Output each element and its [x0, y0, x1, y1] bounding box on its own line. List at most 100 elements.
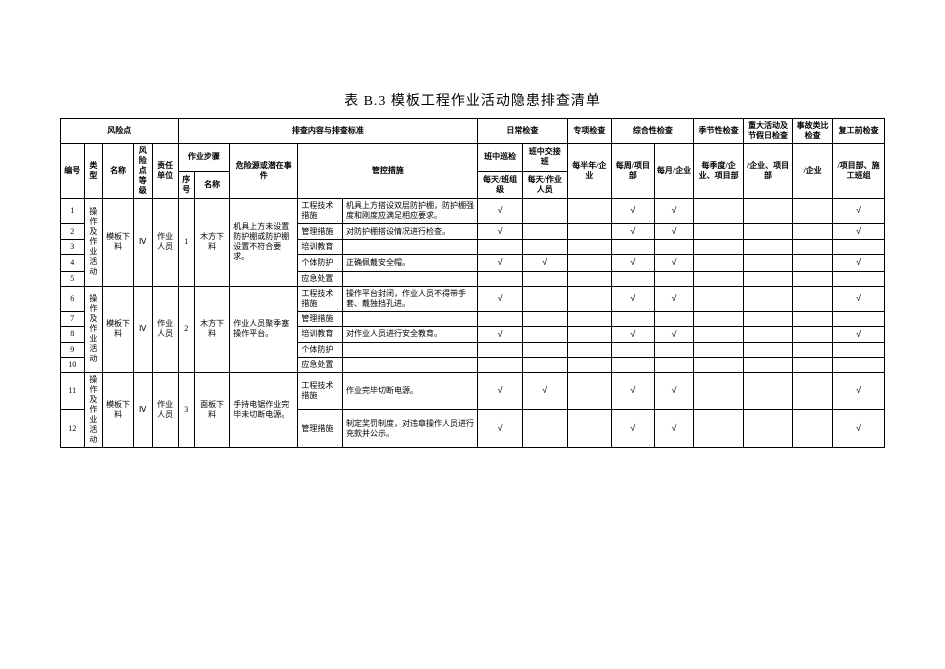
- check-cell: √: [478, 224, 523, 240]
- cell-measure-type: 工程技术措施: [298, 286, 343, 311]
- check-cell: [743, 240, 792, 255]
- cell-measure-type: 个体防护: [298, 342, 343, 357]
- cell-name: 模板下料: [103, 372, 134, 447]
- check-cell: [478, 271, 523, 286]
- check-cell: [567, 326, 612, 342]
- cell-measure-type: 培训教育: [298, 326, 343, 342]
- check-cell: √: [612, 255, 654, 271]
- check-cell: √: [654, 255, 694, 271]
- cell-measure-type: 应急处置: [298, 271, 343, 286]
- check-cell: [654, 271, 694, 286]
- cell-measure: 正确佩戴安全帽。: [343, 255, 478, 271]
- check-cell: √: [654, 199, 694, 224]
- check-cell: [793, 410, 833, 448]
- check-cell: [567, 342, 612, 357]
- check-cell: [522, 342, 567, 357]
- cell-step-name: 木方下料: [194, 286, 229, 372]
- check-cell: √: [522, 372, 567, 410]
- check-cell: √: [833, 286, 885, 311]
- hdr-measure: 管控措施: [298, 144, 478, 199]
- check-cell: √: [833, 199, 885, 224]
- check-cell: [743, 342, 792, 357]
- cell-seq: 2: [61, 224, 85, 240]
- check-cell: [654, 357, 694, 372]
- check-cell: [522, 311, 567, 326]
- check-cell: [567, 311, 612, 326]
- hdr-risk-point: 风险点: [61, 119, 179, 144]
- table-header: 风险点 排查内容与排查标准 日常检查 专项检查 综合性检查 季节性检查 重大活动…: [61, 119, 885, 199]
- check-cell: [522, 271, 567, 286]
- check-cell: [793, 286, 833, 311]
- check-cell: [793, 255, 833, 271]
- cell-hazard: 作业人员聚季塞操作平台。: [230, 286, 298, 372]
- check-cell: [793, 224, 833, 240]
- cell-measure: [343, 271, 478, 286]
- hdr-daily-sub1: 每天/班组级: [478, 171, 523, 199]
- check-cell: [522, 357, 567, 372]
- cell-level: Ⅳ: [133, 372, 152, 447]
- cell-seq: 5: [61, 271, 85, 286]
- check-cell: [478, 342, 523, 357]
- check-cell: [694, 410, 743, 448]
- hdr-resume: 复工前检查: [833, 119, 885, 144]
- check-cell: √: [833, 326, 885, 342]
- check-cell: [654, 342, 694, 357]
- check-cell: √: [612, 286, 654, 311]
- check-cell: √: [654, 224, 694, 240]
- hdr-comprehensive: 综合性检查: [612, 119, 694, 144]
- check-cell: [793, 342, 833, 357]
- cell-seq: 7: [61, 311, 85, 326]
- inspection-table: 风险点 排查内容与排查标准 日常检查 专项检查 综合性检查 季节性检查 重大活动…: [60, 118, 885, 448]
- check-cell: [833, 357, 885, 372]
- check-cell: [743, 410, 792, 448]
- hdr-daily-shift: 班中交接班: [522, 144, 567, 172]
- check-cell: [793, 326, 833, 342]
- check-cell: [793, 271, 833, 286]
- check-cell: [612, 357, 654, 372]
- cell-unit: 作业人员: [152, 286, 178, 372]
- check-cell: [612, 271, 654, 286]
- cell-hazard: 手持电锯作业完毕未切断电源。: [230, 372, 298, 447]
- check-cell: [567, 271, 612, 286]
- cell-seq: 3: [61, 240, 85, 255]
- check-cell: [478, 357, 523, 372]
- check-cell: √: [612, 199, 654, 224]
- check-cell: [522, 410, 567, 448]
- hdr-seq: 编号: [61, 144, 85, 199]
- check-cell: √: [478, 255, 523, 271]
- check-cell: [793, 372, 833, 410]
- cell-seq: 1: [61, 199, 85, 224]
- cell-seq: 10: [61, 357, 85, 372]
- hdr-level: 风险点等级: [133, 144, 152, 199]
- cell-measure: [343, 342, 478, 357]
- check-cell: √: [478, 326, 523, 342]
- cell-seq: 4: [61, 255, 85, 271]
- check-cell: √: [833, 255, 885, 271]
- hdr-inspect-std: 排查内容与排查标准: [178, 119, 478, 144]
- cell-measure-type: 工程技术措施: [298, 372, 343, 410]
- cell-step-no: 3: [178, 372, 194, 447]
- hdr-accident-sub: /企业: [793, 144, 833, 199]
- check-cell: [793, 240, 833, 255]
- check-cell: √: [478, 372, 523, 410]
- hdr-type: 类型: [84, 144, 103, 199]
- hdr-hazard: 危险源或潜在事件: [230, 144, 298, 199]
- check-cell: [694, 240, 743, 255]
- hdr-resume-sub: /项目部、施工班组: [833, 144, 885, 199]
- check-cell: √: [833, 224, 885, 240]
- check-cell: [654, 311, 694, 326]
- check-cell: √: [833, 372, 885, 410]
- check-cell: [694, 286, 743, 311]
- check-cell: √: [478, 286, 523, 311]
- check-cell: [743, 357, 792, 372]
- cell-hazard: 机具上方未设置防护棚或防护棚设置不符合要求。: [230, 199, 298, 287]
- check-cell: √: [654, 410, 694, 448]
- cell-step-name: 木方下料: [194, 199, 229, 287]
- check-cell: [743, 326, 792, 342]
- table-row: 6操作及作业活动模板下料Ⅳ作业人员2木方下料作业人员聚季塞操作平台。工程技术措施…: [61, 286, 885, 311]
- check-cell: [567, 286, 612, 311]
- check-cell: [694, 372, 743, 410]
- check-cell: [567, 410, 612, 448]
- cell-measure-type: 管理措施: [298, 410, 343, 448]
- check-cell: √: [478, 199, 523, 224]
